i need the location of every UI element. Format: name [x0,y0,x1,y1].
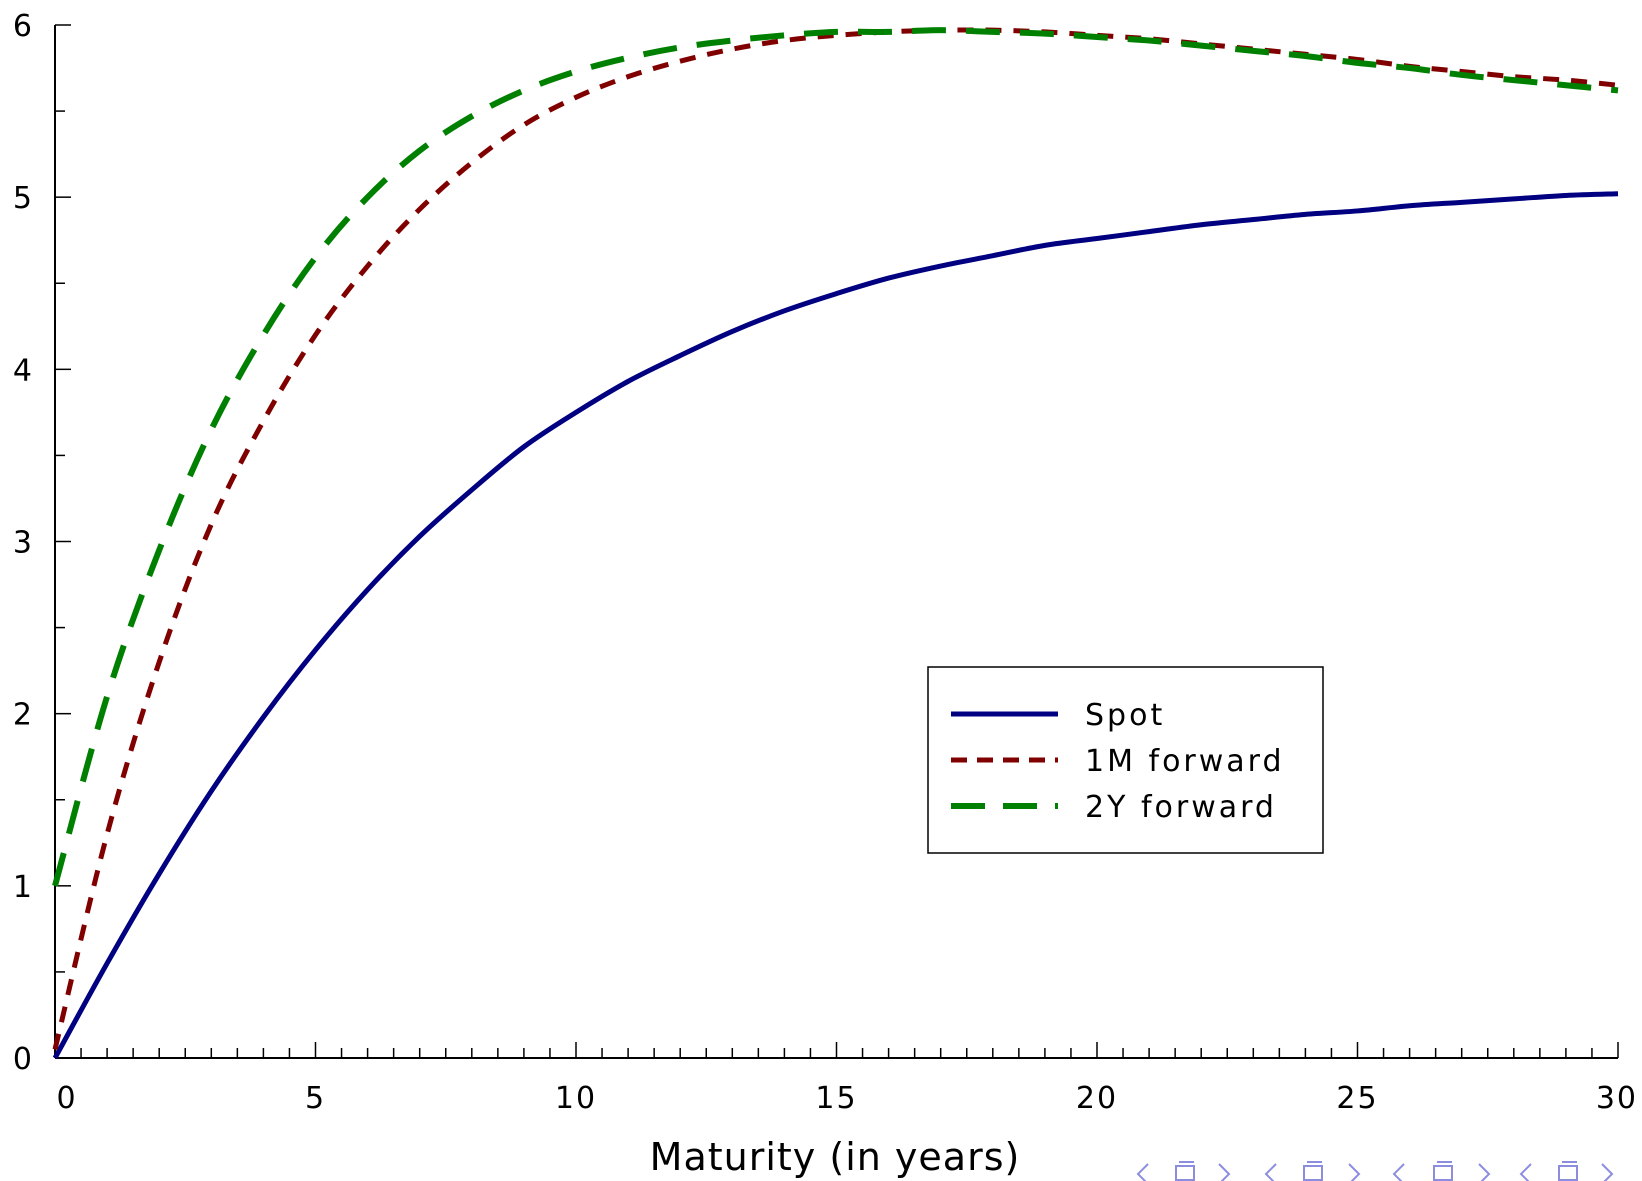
nav-prev-section-icon[interactable] [1392,1163,1405,1181]
x-axis-title: Maturity (in years) [650,1135,1021,1179]
y-tick-label: 2 [13,698,34,733]
series-lines [52,27,1619,1060]
nav-prev-subsection-icon[interactable] [1264,1163,1277,1181]
y-tick-label: 0 [13,1042,34,1077]
x-tick-label: 25 [1336,1081,1378,1116]
legend-box [927,666,1324,854]
x-tick-label: 5 [305,1081,326,1116]
nav-section-icon[interactable] [1433,1161,1453,1181]
x-tick-label: 10 [555,1081,597,1116]
y-tick-label: 6 [13,9,34,44]
x-tick-label: 30 [1596,1081,1638,1116]
series-line-2y-forward [52,27,1619,887]
y-tick-label: 4 [13,353,34,388]
legend: Spot 1M forward 2Y forward [927,666,1324,854]
y-tick-label: 1 [13,870,34,905]
nav-subsection-icon[interactable] [1303,1161,1323,1181]
x-tick-label: 15 [815,1081,857,1116]
legend-label: Spot [1085,698,1165,733]
x-tick-label: 20 [1076,1081,1118,1116]
nav-next-subsection-icon[interactable] [1348,1163,1361,1181]
y-tick-label: 5 [13,181,34,216]
nav-frame-icon[interactable] [1175,1161,1195,1181]
nav-page-icon[interactable] [1558,1161,1578,1181]
nav-prev-page-icon[interactable] [1519,1163,1532,1181]
y-tick-label: 3 [13,526,34,561]
nav-next-frame-icon[interactable] [1218,1163,1231,1181]
axes: 0 5 10 15 20 25 30 0 1 2 3 4 5 6 [13,9,1638,1116]
nav-next-page-icon[interactable] [1601,1163,1614,1181]
series-line-spot [52,191,1619,1060]
nav-prev-frame-icon[interactable] [1136,1163,1149,1181]
legend-label: 2Y forward [1085,790,1277,825]
x-tick-label: 0 [56,1081,77,1116]
series-line-1m-forward [52,27,1619,1050]
nav-next-section-icon[interactable] [1478,1163,1491,1181]
legend-label: 1M forward [1085,744,1285,779]
presentation-nav-bar[interactable] [1136,1161,1614,1181]
